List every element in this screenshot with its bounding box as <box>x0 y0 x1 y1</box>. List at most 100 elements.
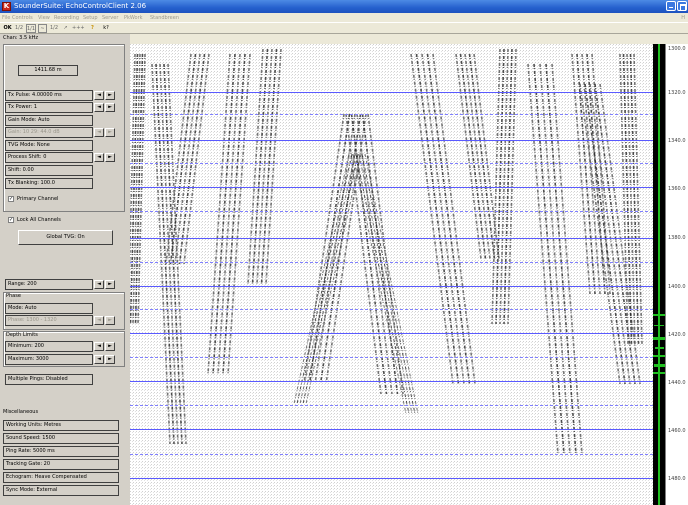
ping-line-dashed <box>130 405 653 406</box>
depth-limits-group <box>3 331 125 367</box>
echogram-mode-field: Echogram: Heave Compensated <box>3 472 119 483</box>
tracking-gate-field: Tracking Gate: 20 <box>3 459 119 470</box>
gain-field: Gain: 10 29: 44.0 dB <box>5 127 93 138</box>
misc-label: Miscellaneous <box>3 409 39 415</box>
tvg-mode-field: TVG Mode: None <box>5 140 93 151</box>
ping-line-dashed <box>130 357 653 358</box>
phase-mode-field: Mode: Auto <box>5 303 93 314</box>
process-shift-decrease-button[interactable]: ◄ <box>94 153 104 162</box>
ping-line-dashed <box>130 211 653 212</box>
wave-icon[interactable]: ~ <box>38 24 47 33</box>
bulb-icon[interactable]: ? <box>91 25 94 31</box>
full-speed-button[interactable]: 1/1 <box>26 24 36 33</box>
sync-mode-field: Sync Mode: External <box>3 485 119 496</box>
channel-group <box>3 44 125 212</box>
tx-pulse-field: Tx Pulse: 4.00000 ms <box>5 90 93 101</box>
tx-pulse-increase-button[interactable]: ► <box>105 91 115 100</box>
tx-power-decrease-button[interactable]: ◄ <box>94 103 104 112</box>
gain-decrease-button[interactable]: ◄ <box>94 128 104 137</box>
menu-controls[interactable]: Controls <box>12 15 33 21</box>
depth-readout: 1411.68 m <box>18 65 78 76</box>
title-bar: K SounderSuite: EchoControlClient 2.06 <box>0 0 688 13</box>
tx-blanking-field: Tx Blanking: 100.0 <box>5 178 93 189</box>
menu-bar: File Controls View Recording Setup Serve… <box>0 13 688 23</box>
minimize-button[interactable] <box>666 1 676 11</box>
ping-line <box>130 286 653 287</box>
half-speed-button[interactable]: 1/2 <box>14 25 24 31</box>
depth-tick: 1340.0 <box>668 138 686 144</box>
ping-line <box>130 187 653 188</box>
phase-decrease-button[interactable]: ◄ <box>94 316 104 325</box>
gain-mode-field: Gain Mode: Auto <box>5 115 93 126</box>
depth-scale: 1300.0 1320.0 1340.0 1360.0 1380.0 1400.… <box>665 44 688 505</box>
echogram-header <box>130 34 688 44</box>
depth-min-decrease-button[interactable]: ◄ <box>94 342 104 351</box>
ping-line <box>130 478 653 479</box>
ping-line-dashed <box>130 114 653 115</box>
depth-tick: 1300.0 <box>668 46 686 52</box>
depth-max-increase-button[interactable]: ► <box>105 355 115 364</box>
phase-increase-button[interactable]: ► <box>105 316 115 325</box>
pen-icon[interactable]: ↗ <box>63 25 68 31</box>
menu-server[interactable]: Server <box>102 15 119 21</box>
primary-channel-checkbox[interactable]: ✓ <box>8 196 14 202</box>
ping-rate-field: Ping Rate: 5000 ms <box>3 446 119 457</box>
process-shift-increase-button[interactable]: ► <box>105 153 115 162</box>
ok-button[interactable]: OK <box>3 25 12 31</box>
menu-standbreen[interactable]: Standbreen <box>150 15 179 21</box>
depth-tick: 1360.0 <box>668 186 686 192</box>
menu-help[interactable]: H <box>681 15 685 21</box>
window-title: SounderSuite: EchoControlClient 2.06 <box>14 2 147 10</box>
ping-line <box>130 381 653 382</box>
ping-line <box>130 238 653 239</box>
bottom-trace-bar <box>653 44 665 505</box>
depth-tick: 1400.0 <box>668 284 686 290</box>
grid-button[interactable]: +++ <box>72 25 85 31</box>
lock-all-channels-checkbox[interactable]: ✓ <box>8 217 14 223</box>
ping-line <box>130 333 653 334</box>
lock-all-channels-label: Lock All Channels <box>17 217 61 223</box>
depth-tick: 1480.0 <box>668 476 686 482</box>
depth-min-field: Minimum: 200 <box>5 341 93 352</box>
ping-line-dashed <box>130 163 653 164</box>
tx-power-increase-button[interactable]: ► <box>105 103 115 112</box>
depth-min-increase-button[interactable]: ► <box>105 342 115 351</box>
menu-view[interactable]: View <box>38 15 50 21</box>
gain-increase-button[interactable]: ► <box>105 128 115 137</box>
depth-tick: 1460.0 <box>668 428 686 434</box>
control-panel: Chan: 3.5 kHz 1411.68 m Tx Pulse: 4.0000… <box>0 34 130 505</box>
working-units-field: Working Units: Metres <box>3 420 119 431</box>
menu-pkwork[interactable]: PkWork <box>124 15 143 21</box>
menu-file[interactable]: File <box>2 15 11 21</box>
range-field: Range: 200 <box>5 279 93 290</box>
shift-field: Shift: 0.00 <box>5 165 93 176</box>
ping-line-dashed <box>130 262 653 263</box>
echogram-display[interactable] <box>130 44 653 505</box>
echogram-traces <box>130 44 653 505</box>
channel-label: Chan: 3.5 kHz <box>3 35 38 41</box>
ping-line <box>130 429 653 430</box>
ping-line-dashed <box>130 309 653 310</box>
tx-power-field: Tx Power: 1 <box>5 102 93 113</box>
range-decrease-button[interactable]: ◄ <box>94 280 104 289</box>
ping-line <box>130 140 653 141</box>
range-increase-button[interactable]: ► <box>105 280 115 289</box>
depth-max-decrease-button[interactable]: ◄ <box>94 355 104 364</box>
global-tvg-button[interactable]: Global TVG: On <box>18 230 113 245</box>
menu-recording[interactable]: Recording <box>54 15 80 21</box>
phase-label: Phase <box>6 293 21 299</box>
phase-value-field: Phase: 1300 - 1320 <box>5 315 93 326</box>
depth-max-field: Maximum: 3000 <box>5 354 93 365</box>
phase-group <box>3 292 125 330</box>
depth-tick: 1320.0 <box>668 90 686 96</box>
tx-pulse-decrease-button[interactable]: ◄ <box>94 91 104 100</box>
maximize-button[interactable] <box>677 1 687 11</box>
ratio-button[interactable]: 1/2 <box>49 25 59 31</box>
help-pointer-icon[interactable]: k? <box>103 25 109 31</box>
sound-speed-field: Sound Speed: 1500 <box>3 433 119 444</box>
app-logo-icon: K <box>2 2 11 11</box>
multiple-pings-field: Multiple Pings: Disabled <box>5 374 93 385</box>
depth-tick: 1380.0 <box>668 235 686 241</box>
menu-setup[interactable]: Setup <box>83 15 98 21</box>
depth-tick: 1420.0 <box>668 332 686 338</box>
